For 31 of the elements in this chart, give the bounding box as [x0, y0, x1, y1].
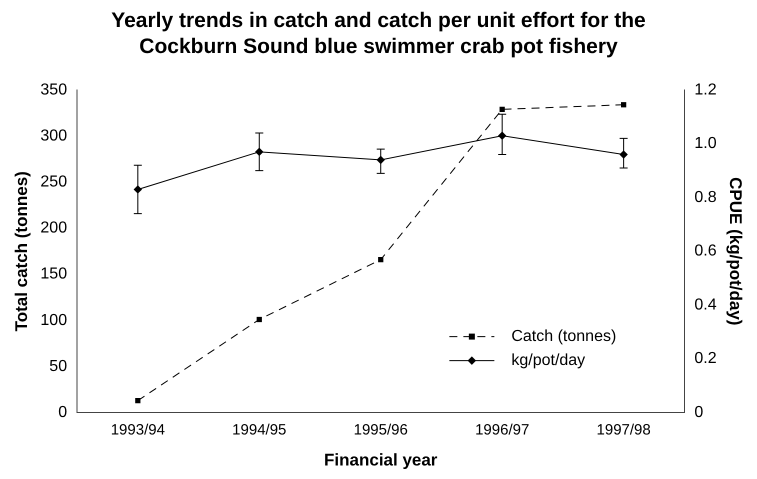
y-tick-label: 300 [40, 127, 68, 144]
y-tick-label: 0 [58, 404, 68, 422]
y-tick-label: 350 [40, 81, 68, 98]
x-axis-title: Financial year [324, 450, 438, 470]
y-tick-label: 100 [40, 312, 68, 329]
y2-tick-label: 1.0 [694, 135, 717, 152]
y2-tick-label: 0.4 [694, 296, 717, 314]
y2-tick-label: 0.6 [694, 242, 717, 260]
y2-tick-label: 0.8 [694, 188, 717, 206]
point [135, 398, 140, 404]
y2-tick-label: 1.2 [694, 81, 717, 98]
y-tick-label: 50 [49, 358, 68, 375]
y-tick-label: 150 [40, 266, 68, 283]
y2-axis-title: CPUE (kg/pot/day) [726, 177, 746, 326]
x-tick-label: 1994/95 [232, 422, 286, 439]
y-tick-label: 200 [40, 220, 68, 237]
y2-tick-label: 0.2 [694, 350, 717, 368]
legend-label: kg/pot/day [511, 352, 586, 370]
x-tick-label: 1995/96 [354, 422, 408, 439]
x-tick-label: 1993/94 [110, 422, 165, 439]
y-axis-title: Total catch (tonnes) [12, 171, 31, 332]
point [500, 106, 505, 112]
y2-tick-label: 0 [694, 404, 704, 422]
legend-label: Catch (tonnes) [511, 328, 616, 346]
chart-title: Yearly trends in catch and catch per unit effort for the Cockburn Sound blue swimmer crab pot fishery [110, 8, 647, 60]
x-tick-label: 1997/98 [596, 422, 651, 439]
point [378, 256, 384, 262]
x-tick-label: 1996/97 [475, 422, 530, 439]
point [621, 102, 626, 108]
point [256, 316, 262, 322]
y-tick-label: 250 [40, 174, 68, 191]
